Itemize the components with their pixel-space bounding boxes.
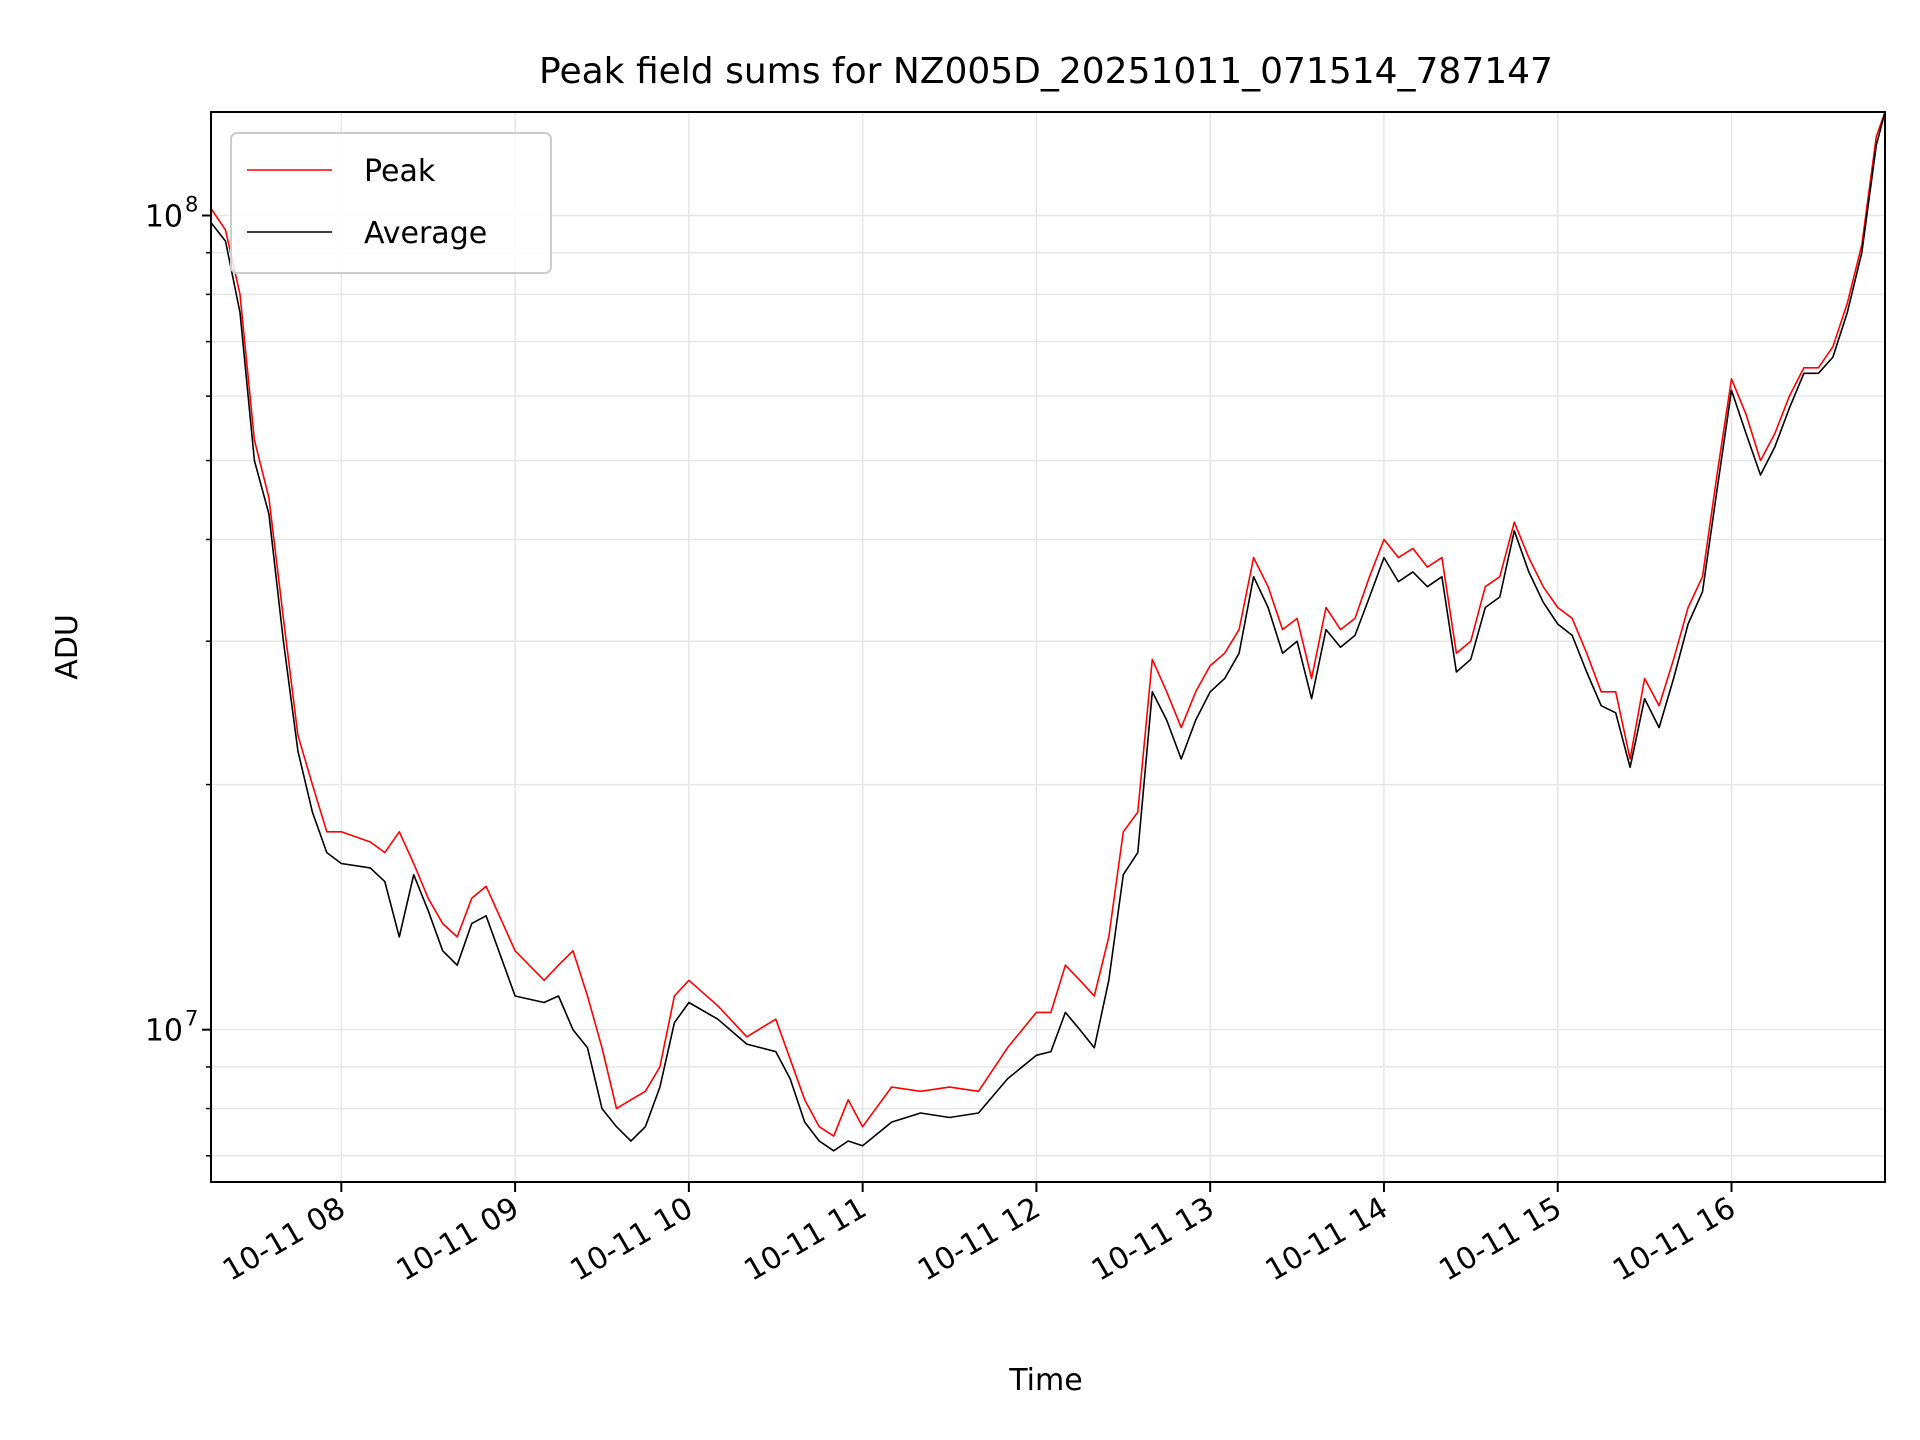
legend: Peak Average xyxy=(230,132,552,274)
x-axis-label: Time xyxy=(1008,1363,1082,1398)
plot-frame xyxy=(210,111,1886,1183)
legend-label-average: Average xyxy=(364,216,487,251)
y-tick-exponent: 7 xyxy=(185,1007,198,1031)
y-axis-label: ADU xyxy=(50,614,85,680)
series-line-average xyxy=(210,111,1886,1152)
grid xyxy=(211,112,1885,1182)
series-group xyxy=(210,111,1886,1152)
chart-title: Peak field sums for NZ005D_20251011_0715… xyxy=(539,51,1553,92)
y-tick-label: 10 xyxy=(145,199,183,234)
y-tick-exponent: 8 xyxy=(185,192,198,216)
y-tick-label: 10 xyxy=(145,1014,183,1049)
legend-label-peak: Peak xyxy=(364,154,436,189)
series-line-peak xyxy=(210,111,1886,1137)
legend-box xyxy=(230,132,552,274)
